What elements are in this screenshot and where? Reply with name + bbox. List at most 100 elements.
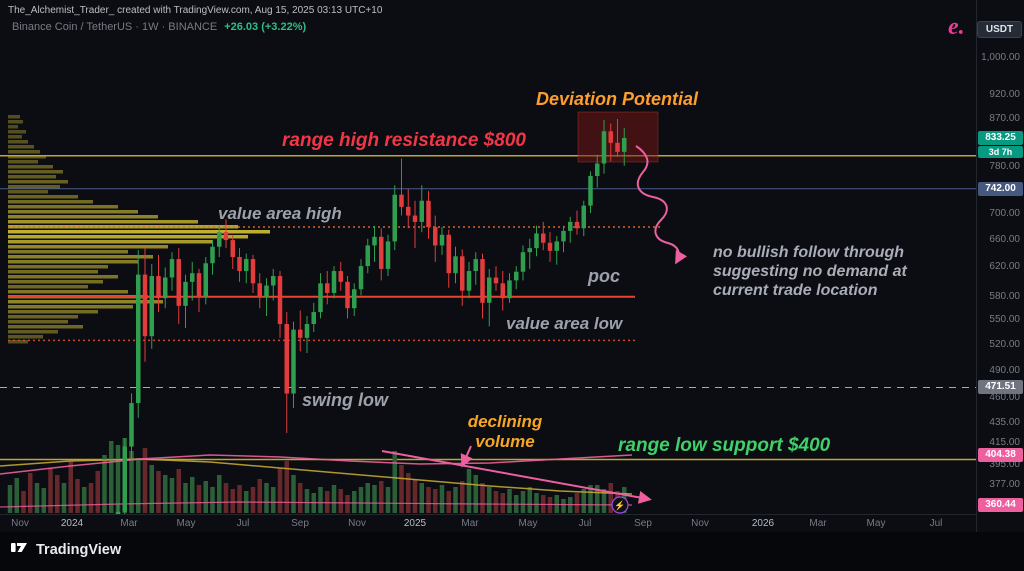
price-axis-label: 660.00 <box>989 234 1020 246</box>
candle <box>190 261 195 301</box>
partial-logo-watermark: e. <box>948 14 965 40</box>
candle <box>561 225 566 253</box>
time-axis-label: Sep <box>291 518 309 529</box>
price-axis[interactable]: 1,000.00 920.00 870.00 780.00 700.00 660.00 62… <box>976 0 1024 532</box>
annotation-swing-low[interactable]: swing low <box>302 390 389 410</box>
candle <box>291 321 296 408</box>
time-axis-label: 2025 <box>403 518 427 529</box>
author-watermark: The_Alchemist_Trader_ created with Tradi… <box>8 5 383 16</box>
candle <box>318 273 323 319</box>
time-axis-label: Nov <box>348 518 366 529</box>
declining-volume-pointer-arrow <box>460 445 473 468</box>
annotation-declining-volume[interactable]: declining volume <box>467 412 543 451</box>
candle <box>345 276 350 319</box>
annotation-deviation-potential[interactable]: Deviation Potential <box>536 89 699 109</box>
price-axis-label: 460.00 <box>989 392 1020 404</box>
ma-pink-upper <box>0 454 633 475</box>
svg-text:⚡: ⚡ <box>614 500 625 512</box>
candle <box>122 438 127 514</box>
candle <box>493 266 499 291</box>
candle <box>217 225 222 258</box>
declining-volume-trendline <box>381 450 652 504</box>
symbol-title[interactable]: Binance Coin / TetherUS · 1W · BINANCE <box>12 21 218 33</box>
candle <box>338 261 343 291</box>
price-axis-label: 870.00 <box>989 113 1020 125</box>
candle <box>230 234 235 269</box>
annotation-value-area-high[interactable]: value area high <box>218 204 342 223</box>
volume-histogram <box>7 438 627 513</box>
price-axis-label: 435.00 <box>989 416 1020 428</box>
candle <box>473 252 478 285</box>
candle <box>406 188 411 229</box>
candle <box>554 236 559 265</box>
annotation-poc[interactable]: poc <box>588 266 621 286</box>
time-axis-label: 2024 <box>60 518 84 529</box>
candle <box>507 273 512 303</box>
chart-pane[interactable]: ⚡ The_Alchemist_Trader_ created with Tra… <box>0 0 976 532</box>
candle <box>277 271 283 338</box>
candle <box>210 240 215 275</box>
candle <box>304 316 310 354</box>
time-axis[interactable]: Nov 2024 Mar May Jul Sep Nov 2025 Mar May Jul Sep No… <box>0 514 976 532</box>
candle <box>439 226 445 255</box>
candle <box>568 216 573 243</box>
annotation-value-area-low[interactable]: value area low <box>506 314 623 333</box>
annotation-no-bullish-follow-through[interactable]: no bullish follow through suggesting no … <box>713 244 907 299</box>
candle <box>142 248 148 362</box>
time-axis-label: Jul <box>929 518 943 529</box>
price-axis-label: 550.00 <box>989 313 1020 325</box>
candle <box>480 253 485 319</box>
candles <box>115 119 627 514</box>
candle <box>547 232 553 262</box>
candle <box>325 271 330 305</box>
price-axis-label: 415.00 <box>989 437 1020 449</box>
candle <box>203 257 208 305</box>
candle <box>615 119 620 157</box>
candle <box>244 253 249 284</box>
candle <box>183 274 188 329</box>
candle <box>365 238 370 274</box>
candle <box>419 185 424 233</box>
price-axis-label: 920.00 <box>989 88 1020 100</box>
candle <box>298 310 303 352</box>
pink-drawings[interactable] <box>381 145 688 504</box>
ma-pink-lower <box>0 501 633 508</box>
lightning-badge-icon[interactable]: ⚡ <box>611 496 629 514</box>
currency-toggle-button[interactable]: USDT <box>977 21 1022 38</box>
candle <box>412 200 418 249</box>
annotation-range-low-support[interactable]: range low support $400 <box>618 435 831 456</box>
time-axis-label: May <box>518 518 538 529</box>
price-badge: 742.00 <box>978 181 1023 196</box>
candle <box>257 273 262 309</box>
countdown-badge: 3d 7h <box>978 145 1023 158</box>
candle <box>392 185 397 251</box>
price-change: +26.03 (+3.22%) <box>224 21 307 33</box>
price-axis-label: 780.00 <box>989 160 1020 172</box>
candle <box>379 228 384 281</box>
candle <box>500 271 505 311</box>
price-badge: 360.44 <box>978 498 1023 513</box>
annotation-range-high-resistance[interactable]: range high resistance $800 <box>282 130 526 151</box>
candle <box>541 221 546 251</box>
candle <box>527 238 532 269</box>
time-axis-label: May <box>866 518 886 529</box>
tradingview-logo-icon[interactable] <box>10 538 29 562</box>
tradingview-wordmark[interactable]: TradingView <box>36 542 122 558</box>
candle <box>115 503 121 514</box>
time-axis-label: Jul <box>236 518 250 529</box>
candle <box>352 283 357 317</box>
candle <box>311 302 316 333</box>
price-axis-label: 395.00 <box>989 459 1020 471</box>
candle <box>595 154 600 188</box>
footer-branding: TradingView <box>10 538 121 562</box>
time-axis-label: 2026 <box>751 518 775 529</box>
candle <box>460 249 465 306</box>
candle <box>520 245 526 281</box>
price-chart-canvas[interactable]: ⚡ <box>0 0 976 532</box>
candle <box>514 266 519 290</box>
price-axis-label: 700.00 <box>989 208 1020 220</box>
candle <box>136 250 141 418</box>
time-axis-label: Sep <box>634 518 652 529</box>
moving-average-lines <box>0 454 633 508</box>
symbol-info-row: Binance Coin / TetherUS · 1W · BINANCE +2… <box>12 21 306 33</box>
